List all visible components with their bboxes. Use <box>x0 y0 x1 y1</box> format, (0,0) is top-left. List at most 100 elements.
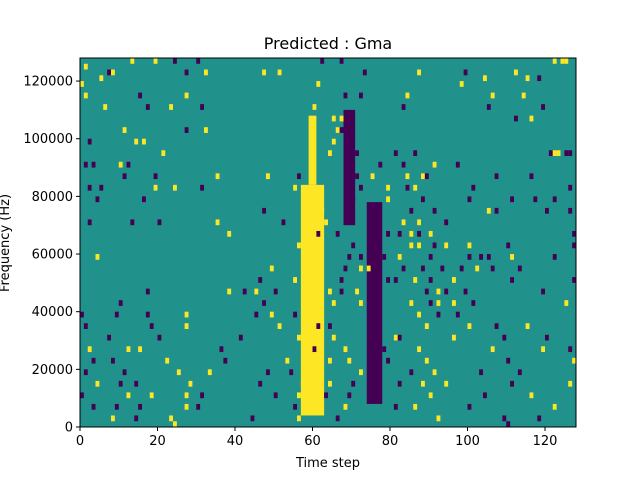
cell-21 <box>99 75 104 82</box>
cell-204 <box>269 311 274 318</box>
cell-149 <box>428 254 433 260</box>
cell-98 <box>95 196 100 203</box>
cell-206 <box>316 311 321 318</box>
cell-25 <box>525 75 530 82</box>
cell-254 <box>176 369 181 376</box>
cell-31 <box>359 92 363 99</box>
y-axis: 0 20000 40000 60000 80000 100000 120000 <box>23 75 80 436</box>
cell-212 <box>184 323 189 329</box>
cell-209 <box>455 311 460 318</box>
cell-137 <box>409 242 414 249</box>
cell-189 <box>118 300 123 306</box>
cell-262 <box>517 369 522 376</box>
cell-153 <box>510 254 514 260</box>
cell-308 <box>537 415 542 422</box>
cell-272 <box>421 380 425 387</box>
cell-210 <box>83 323 88 329</box>
cell-290 <box>114 403 119 410</box>
cell-275 <box>568 380 573 387</box>
cell-219 <box>525 323 530 329</box>
cell-0 <box>107 69 111 76</box>
cell-193 <box>409 300 414 306</box>
cell-231 <box>126 346 131 353</box>
cell-114 <box>568 207 573 214</box>
x-axis-label: Time step <box>295 456 360 471</box>
x-tick-label-3: 60 <box>304 434 321 449</box>
cell-3 <box>173 58 177 64</box>
cell-39 <box>312 104 317 110</box>
cell-265 <box>134 380 139 387</box>
cell-24 <box>483 75 487 82</box>
cell-139 <box>432 242 437 249</box>
cell-282 <box>297 392 301 399</box>
cell-82 <box>355 173 359 180</box>
cell-300 <box>111 415 115 422</box>
cell-113 <box>545 207 549 214</box>
cell-216 <box>424 323 429 329</box>
cell-307 <box>502 415 507 422</box>
cell-108 <box>320 207 325 214</box>
cell-92 <box>293 184 297 191</box>
cell-48 <box>122 127 127 133</box>
cell-76 <box>424 173 429 180</box>
cell-69 <box>91 161 96 168</box>
cell-120 <box>324 219 328 226</box>
cell-46 <box>514 115 518 122</box>
cell-22 <box>316 81 321 87</box>
cell-67 <box>455 161 460 168</box>
cell-1 <box>130 58 135 64</box>
cell-207 <box>417 311 421 318</box>
cell-50 <box>204 127 208 133</box>
cell-125 <box>227 230 232 237</box>
cell-200 <box>114 311 119 318</box>
cell-89 <box>122 173 127 180</box>
cell-71 <box>126 161 131 168</box>
cell-123 <box>417 219 421 226</box>
cell-198 <box>564 300 569 306</box>
cell-84 <box>370 173 375 180</box>
cell-184 <box>424 288 429 295</box>
cell-9 <box>564 58 569 64</box>
cell-49 <box>184 127 189 133</box>
cell-95 <box>413 184 418 191</box>
cell-77 <box>153 173 158 180</box>
cell-74 <box>405 173 410 180</box>
plot-background <box>80 58 576 427</box>
cell-41 <box>486 104 491 110</box>
cell-252 <box>83 369 88 376</box>
cell-178 <box>242 288 247 295</box>
cell-264 <box>118 380 123 387</box>
cell-287 <box>483 392 487 399</box>
cell-13 <box>204 69 208 76</box>
cell-33 <box>490 92 495 99</box>
cell-99 <box>142 196 146 203</box>
cell-166 <box>258 277 263 283</box>
cell-133 <box>428 230 433 237</box>
cell-279 <box>184 392 189 399</box>
cell-109 <box>409 207 414 214</box>
cell-225 <box>393 334 398 341</box>
cell-237 <box>417 346 421 353</box>
cell-288 <box>529 392 534 399</box>
cell-157 <box>359 265 363 272</box>
cell-131 <box>409 230 414 237</box>
cell-100 <box>351 196 356 203</box>
cell-229 <box>545 334 549 341</box>
cell-15 <box>277 69 282 76</box>
cell-147 <box>382 254 387 260</box>
cell-183 <box>355 288 359 295</box>
cell-293 <box>196 403 201 410</box>
x-axis: 0 20 40 60 80 100 120 <box>76 427 557 449</box>
cell-233 <box>219 346 224 353</box>
cell-122 <box>401 219 406 226</box>
cell-80 <box>266 173 270 180</box>
cell-81 <box>297 173 301 180</box>
cell-234 <box>312 346 317 353</box>
cell-148 <box>397 254 402 260</box>
cell-29 <box>184 92 189 99</box>
cell-304 <box>297 415 301 422</box>
cell-40 <box>401 104 406 110</box>
cell-197 <box>471 300 476 306</box>
cell-20 <box>80 81 84 87</box>
cell-134 <box>572 230 576 237</box>
